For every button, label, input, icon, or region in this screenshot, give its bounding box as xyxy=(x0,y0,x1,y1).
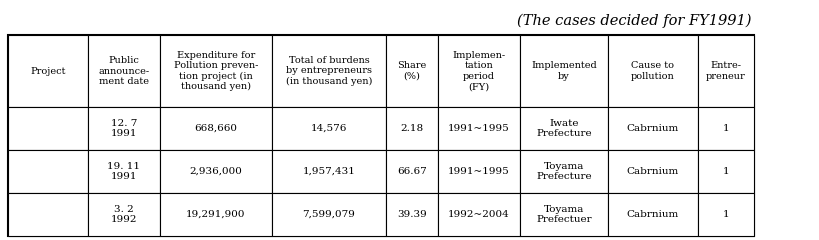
Bar xyxy=(272,193,386,236)
Bar xyxy=(697,35,753,107)
Text: 1: 1 xyxy=(722,167,728,176)
Text: Entre-
preneur: Entre- preneur xyxy=(705,61,745,81)
Text: 7,599,079: 7,599,079 xyxy=(302,210,355,219)
Bar xyxy=(437,35,519,107)
Text: 66.67: 66.67 xyxy=(396,167,427,176)
Text: Public
announce-
ment date: Public announce- ment date xyxy=(98,56,149,86)
Text: 1991~1995: 1991~1995 xyxy=(447,124,509,133)
Text: Cause to
pollution: Cause to pollution xyxy=(631,61,674,81)
Text: Toyama
Prefecture: Toyama Prefecture xyxy=(536,162,591,181)
Bar xyxy=(160,193,272,236)
Text: Cabrnium: Cabrnium xyxy=(626,210,678,219)
Text: 668,660: 668,660 xyxy=(194,124,238,133)
Bar xyxy=(8,193,88,236)
Text: 1992~2004: 1992~2004 xyxy=(447,210,509,219)
Bar xyxy=(272,107,386,150)
Bar xyxy=(88,193,160,236)
Text: 1: 1 xyxy=(722,210,728,219)
Text: Cabrnium: Cabrnium xyxy=(626,124,678,133)
Text: 3. 2
1992: 3. 2 1992 xyxy=(111,205,137,224)
Bar xyxy=(437,107,519,150)
Bar xyxy=(8,35,88,107)
Bar xyxy=(697,150,753,193)
Text: Cabrnium: Cabrnium xyxy=(626,167,678,176)
Bar xyxy=(160,150,272,193)
Text: 1,957,431: 1,957,431 xyxy=(302,167,355,176)
Bar xyxy=(519,35,607,107)
Bar xyxy=(8,107,88,150)
Text: 1: 1 xyxy=(722,124,728,133)
Bar xyxy=(607,193,697,236)
Bar xyxy=(697,193,753,236)
Bar xyxy=(8,150,88,193)
Text: Implemented
by: Implemented by xyxy=(531,61,596,81)
Text: 2.18: 2.18 xyxy=(400,124,423,133)
Text: 1991~1995: 1991~1995 xyxy=(447,167,509,176)
Bar xyxy=(386,107,437,150)
Text: 19. 11
1991: 19. 11 1991 xyxy=(107,162,140,181)
Bar xyxy=(437,193,519,236)
Text: 14,576: 14,576 xyxy=(310,124,346,133)
Bar xyxy=(607,150,697,193)
Text: 12. 7
1991: 12. 7 1991 xyxy=(111,119,137,138)
Bar xyxy=(386,150,437,193)
Bar xyxy=(272,35,386,107)
Bar xyxy=(519,107,607,150)
Bar xyxy=(8,35,753,236)
Bar xyxy=(607,107,697,150)
Bar xyxy=(160,107,272,150)
Text: 39.39: 39.39 xyxy=(396,210,427,219)
Text: Project: Project xyxy=(30,66,66,76)
Text: 19,291,900: 19,291,900 xyxy=(186,210,246,219)
Text: Share
(%): Share (%) xyxy=(397,61,426,81)
Text: Iwate
Prefecture: Iwate Prefecture xyxy=(536,119,591,138)
Text: (The cases decided for FY1991): (The cases decided for FY1991) xyxy=(517,14,751,28)
Text: Toyama
Prefectuer: Toyama Prefectuer xyxy=(536,205,591,224)
Bar xyxy=(697,107,753,150)
Bar xyxy=(519,150,607,193)
Bar xyxy=(607,35,697,107)
Bar xyxy=(88,107,160,150)
Bar xyxy=(437,150,519,193)
Bar xyxy=(519,193,607,236)
Bar xyxy=(88,150,160,193)
Text: Expenditure for
Pollution preven-
tion project (in
thousand yen): Expenditure for Pollution preven- tion p… xyxy=(174,51,258,91)
Bar xyxy=(160,35,272,107)
Bar xyxy=(272,150,386,193)
Text: Total of burdens
by entrepreneurs
(in thousand yen): Total of burdens by entrepreneurs (in th… xyxy=(286,56,372,86)
Text: Implemen-
tation
period
(FY): Implemen- tation period (FY) xyxy=(452,51,505,91)
Text: 2,936,000: 2,936,000 xyxy=(189,167,242,176)
Bar xyxy=(386,193,437,236)
Bar xyxy=(88,35,160,107)
Bar xyxy=(386,35,437,107)
